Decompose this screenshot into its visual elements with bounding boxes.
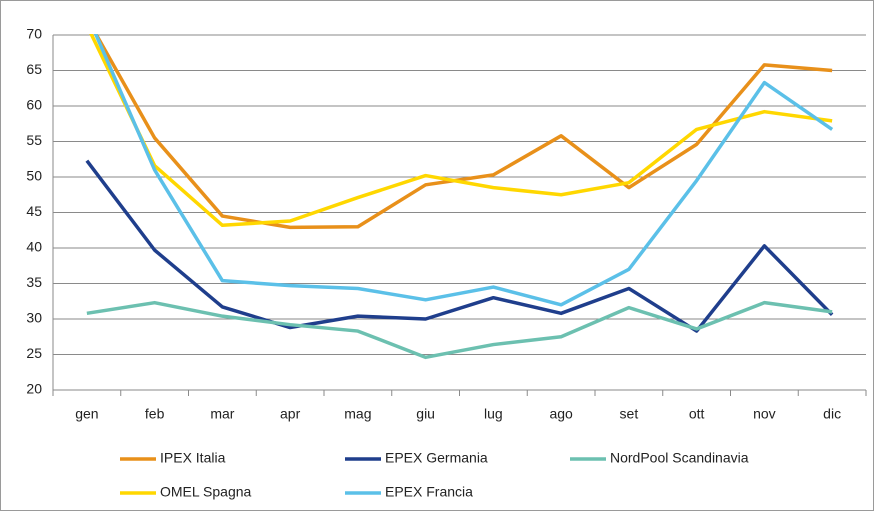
y-tick-label: 40 xyxy=(26,239,42,255)
x-tick-label: mar xyxy=(210,406,234,422)
legend-label: EPEX Francia xyxy=(385,484,473,500)
y-tick-label: 45 xyxy=(26,203,42,219)
x-tick-label: dic xyxy=(823,406,841,422)
x-tick-label: apr xyxy=(280,406,301,422)
x-tick-label: lug xyxy=(484,406,503,422)
y-tick-label: 20 xyxy=(26,381,42,397)
x-tick-label: ott xyxy=(689,406,705,422)
series-line xyxy=(89,34,833,228)
labels: 20 25 30 35 40 45 50 55 60 65 70 gen feb mar apr mag giu… xyxy=(26,26,841,500)
series-line xyxy=(86,300,833,360)
legend-label: EPEX Germania xyxy=(385,450,488,466)
y-tick-label: 25 xyxy=(26,345,42,361)
y-tick-label: 50 xyxy=(26,168,42,184)
legend-label: OMEL Spagna xyxy=(160,484,252,500)
x-tick-label: ago xyxy=(549,406,573,422)
y-tick-label: 55 xyxy=(26,132,42,148)
legend-label: IPEX Italia xyxy=(160,450,226,466)
grid xyxy=(52,34,867,396)
x-tick-label: mag xyxy=(344,406,371,422)
y-tick-label: 35 xyxy=(26,274,42,290)
x-tick-label: nov xyxy=(753,406,776,422)
y-tick-label: 65 xyxy=(26,61,42,77)
y-tick-label: 70 xyxy=(26,26,42,42)
series-line xyxy=(85,159,834,333)
y-tick-label: 60 xyxy=(26,97,42,113)
x-tick-label: feb xyxy=(145,406,165,422)
legend-label: NordPool Scandinavia xyxy=(610,450,749,466)
series-line xyxy=(93,34,834,307)
y-tick-label: 30 xyxy=(26,310,42,326)
x-tick-label: giu xyxy=(416,406,435,422)
plot-area xyxy=(85,34,834,360)
x-tick-label: gen xyxy=(75,406,98,422)
x-tick-label: set xyxy=(620,406,639,422)
